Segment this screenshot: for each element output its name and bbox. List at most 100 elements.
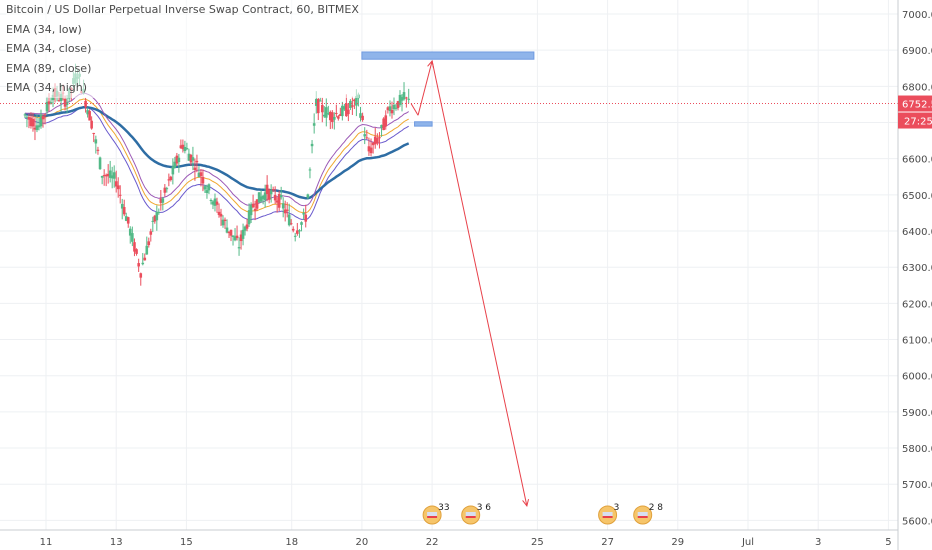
candle-body (265, 184, 269, 195)
candle-body (161, 198, 165, 203)
countdown-badge (898, 112, 932, 129)
candle-body (227, 231, 231, 234)
zones[interactable] (361, 51, 535, 127)
time-axis[interactable]: 11 13 15 18 20 22 25 27 29 Jul 3 5 (0, 529, 898, 548)
last-price-label: 6752.5 (902, 100, 932, 111)
candle-body (312, 123, 316, 126)
candle-body (283, 209, 287, 214)
candle-body (363, 134, 367, 137)
candle-body (271, 189, 275, 191)
candle-body (402, 92, 406, 100)
price-axis[interactable]: 7000.06900.06800.06700.06600.06500.06400… (897, 0, 932, 550)
candle-body (31, 118, 35, 127)
candle-body (100, 175, 104, 178)
support-zone[interactable] (414, 121, 433, 127)
legend-ema-high[interactable]: EMA (34, high) (6, 78, 359, 98)
resistance-zone[interactable] (361, 51, 535, 60)
candle-body (384, 115, 388, 127)
x-tick-label: 11 (40, 537, 53, 548)
projection-segment[interactable] (417, 60, 433, 116)
candle-body (171, 166, 175, 175)
event-badges[interactable]: 33 3 6 3 2 8 (422, 503, 663, 525)
candle-body (139, 273, 143, 278)
candle-body (251, 203, 255, 208)
candle-body (229, 229, 233, 236)
candle-body (355, 96, 358, 106)
candle-body (398, 94, 402, 105)
candle-body (289, 223, 293, 225)
candle-body (255, 199, 259, 209)
flag-stripe-red (427, 516, 438, 518)
candle-body (269, 190, 273, 195)
candle-body (167, 179, 171, 181)
flag-stripe-red (602, 516, 613, 518)
candle-body (147, 241, 151, 246)
candle-body (376, 138, 379, 144)
candle-body (378, 137, 381, 139)
candle-body (296, 230, 299, 234)
x-tick-label: 27 (601, 537, 614, 548)
candle-body (263, 192, 267, 201)
candle-body (211, 201, 215, 205)
candle-body (277, 194, 281, 208)
y-tick-label: 5800.0 (902, 444, 932, 455)
y-tick-label: 7000.0 (902, 10, 932, 21)
candle-body (365, 137, 369, 139)
candle-body (27, 117, 31, 120)
candle-body (293, 235, 297, 237)
candle-body (199, 172, 203, 177)
candle-body (339, 114, 342, 117)
candle-body (327, 113, 330, 115)
x-tick-label: 29 (671, 537, 684, 548)
candle-body (126, 217, 130, 224)
projection-arrows[interactable] (410, 59, 530, 508)
candle-body (41, 116, 45, 120)
candle-body (92, 132, 96, 134)
candle-body (351, 105, 354, 107)
chart-legend: Bitcoin / US Dollar Perpetual Inverse Sw… (6, 0, 359, 98)
candle-body (137, 263, 140, 267)
x-tick-label: 13 (110, 537, 123, 548)
y-tick-label: 5700.0 (902, 480, 932, 491)
candle-body (191, 157, 195, 161)
grid (0, 0, 898, 530)
event-count: 3 (614, 503, 620, 513)
candle-body (259, 196, 263, 202)
candle-body (65, 102, 69, 105)
legend-ema-close[interactable]: EMA (34, close) (6, 39, 359, 59)
projection-segment[interactable] (410, 103, 419, 116)
candle-body (298, 230, 301, 232)
candle-body (108, 170, 112, 178)
candle-body (47, 101, 51, 105)
candle-body (322, 114, 326, 117)
event-count: 33 (438, 503, 449, 513)
projection-segment[interactable] (431, 60, 528, 507)
candle-body (314, 99, 318, 106)
candle-body (57, 100, 61, 102)
candle-body (177, 157, 181, 163)
candle-body (179, 145, 183, 149)
candle-body (324, 107, 328, 118)
candle-body (223, 219, 227, 221)
candles (23, 63, 410, 286)
candle-body (159, 198, 163, 203)
candle-body (382, 118, 385, 131)
candle-body (33, 127, 37, 130)
legend-ema-low[interactable]: EMA (34, low) (6, 19, 359, 39)
candle-body (253, 208, 257, 211)
candle-body (349, 100, 352, 109)
candle-body (163, 187, 167, 193)
candle-body (333, 116, 336, 120)
candle-body (128, 228, 132, 236)
candle-body (187, 153, 191, 161)
candle-body (261, 195, 265, 199)
candle-body (405, 97, 408, 99)
candle-body (88, 111, 91, 121)
candle-body (120, 203, 124, 209)
candle-body (235, 235, 239, 239)
candle-body (243, 226, 247, 231)
x-tick-label: 22 (426, 537, 439, 548)
y-tick-label: 6900.0 (902, 46, 932, 57)
legend-ema-89[interactable]: EMA (89, close) (6, 58, 359, 78)
